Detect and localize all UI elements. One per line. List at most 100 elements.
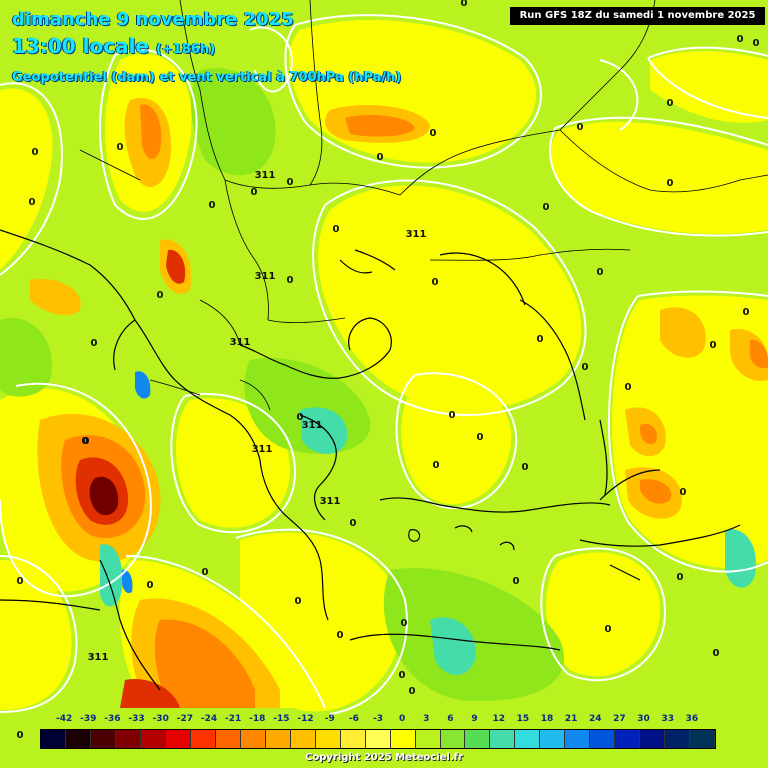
legend-color-box — [340, 730, 366, 748]
legend-color-box — [90, 730, 116, 748]
copyright-text: Copyright 2025 Meteociel.fr — [305, 752, 463, 763]
forecast-offset: (+186h) — [155, 42, 216, 57]
wind-value-label: 0 — [677, 572, 684, 583]
legend-color-box — [315, 730, 341, 748]
legend-tick-label: -12 — [297, 714, 314, 724]
legend-color-box — [265, 730, 291, 748]
map-time: 13:00 locale (+186h) — [12, 34, 215, 58]
legend-tick-label: -27 — [176, 714, 193, 724]
legend-tick-label: -39 — [80, 714, 97, 724]
wind-value-label: 0 — [667, 98, 674, 109]
wind-value-label: 0 — [605, 624, 612, 635]
legend-color-box — [690, 730, 716, 748]
geopotential-value-label: 311 — [88, 652, 109, 663]
wind-value-label: 0 — [17, 730, 24, 741]
legend-tick-label: -33 — [128, 714, 145, 724]
wind-value-label: 0 — [17, 576, 24, 587]
legend-tick-label: -21 — [225, 714, 242, 724]
legend-tick-label: 12 — [492, 714, 505, 724]
wind-value-label: 0 — [433, 460, 440, 471]
legend-color-box — [540, 730, 566, 748]
wind-value-label: 0 — [737, 34, 744, 45]
geopotential-value-label: 311 — [252, 444, 273, 455]
legend-color-box — [290, 730, 316, 748]
wind-value-label: 0 — [713, 648, 720, 659]
map-date: dimanche 9 novembre 2025 — [12, 9, 294, 30]
vertical-wind-green-areas — [0, 68, 756, 701]
wind-value-label: 0 — [522, 462, 529, 473]
wind-value-label: 0 — [449, 410, 456, 421]
wind-value-label: 0 — [625, 382, 632, 393]
legend-tick-label: 36 — [685, 714, 699, 724]
wind-value-label: 0 — [753, 38, 760, 49]
wind-value-label: 0 — [333, 224, 340, 235]
legend-tick-label: 33 — [661, 714, 674, 724]
legend-color-box — [190, 730, 216, 748]
wind-value-label: 0 — [582, 362, 589, 373]
wind-value-label: 0 — [597, 267, 604, 278]
legend-color-box — [41, 730, 66, 748]
run-info-badge: Run GFS 18Z du samedi 1 novembre 2025 — [510, 7, 765, 25]
wind-value-label: 0 — [29, 197, 36, 208]
legend-color-box — [515, 730, 541, 748]
wind-value-label: 0 — [82, 436, 89, 447]
wind-value-label: 0 — [577, 122, 584, 133]
legend-color-box — [390, 730, 416, 748]
legend-color-box — [640, 730, 666, 748]
wind-value-label: 0 — [409, 686, 416, 697]
wind-value-label: 0 — [202, 567, 209, 578]
legend-tick-label: -42 — [56, 714, 73, 724]
legend-tick-label: 24 — [589, 714, 602, 724]
legend-tick-label: 3 — [423, 714, 430, 724]
wind-value-label: 0 — [83, 436, 90, 447]
wind-value-label: 0 — [377, 152, 384, 163]
wind-value-label: 0 — [117, 142, 124, 153]
legend-tick-labels: -42 -39 -36 -33 -30 -27 -24 -21 -18 -15 -12 -9 -6 -3 0… — [40, 714, 716, 728]
geopotential-value-label: 311 — [320, 496, 341, 507]
legend-color-box — [465, 730, 491, 748]
wind-value-label: 0 — [513, 576, 520, 587]
legend-color-box — [665, 730, 691, 748]
wind-value-label: 0 — [337, 630, 344, 641]
wind-value-label: 0 — [287, 275, 294, 286]
borders — [79, 0, 768, 411]
wind-value-label: 0 — [710, 340, 717, 351]
legend-color-box — [565, 730, 591, 748]
legend-color-box — [415, 730, 441, 748]
legend-color-box — [365, 730, 391, 748]
legend-color-box — [115, 730, 141, 748]
wind-value-label: 0 — [401, 618, 408, 629]
wind-value-label: 0 — [295, 596, 302, 607]
legend-tick-label: -30 — [152, 714, 169, 724]
wind-value-label: 0 — [430, 128, 437, 139]
legend-tick-label: 0 — [399, 714, 406, 724]
map-time-value: 13:00 locale — [12, 34, 149, 58]
legend-tick-label: -6 — [348, 714, 359, 724]
legend-tick-label: 21 — [564, 714, 578, 724]
legend-tick-label: 15 — [516, 714, 530, 724]
legend-tick-label: 9 — [471, 714, 478, 724]
geopotential-value-label: 311 — [406, 229, 427, 240]
wind-value-label: 0 — [680, 487, 687, 498]
legend-color-box — [140, 730, 166, 748]
wind-value-label: 0 — [147, 580, 154, 591]
wind-value-label: 0 — [209, 200, 216, 211]
legend-tick-label: 18 — [540, 714, 554, 724]
geopotential-contours — [0, 14, 768, 715]
geopotential-value-label: 311 — [255, 271, 276, 282]
map-parameter: Geopotentiel (dam) et vent vertical à 70… — [12, 70, 402, 85]
wind-value-label: 0 — [399, 670, 406, 681]
color-scale-legend — [40, 729, 716, 749]
wind-value-label: 0 — [157, 290, 164, 301]
wind-value-label: 0 — [543, 202, 550, 213]
legend-tick-label: 6 — [447, 714, 454, 724]
legend-tick-label: -15 — [273, 714, 290, 724]
wind-value-label: 0 — [91, 338, 98, 349]
wind-value-label: 0 — [461, 0, 468, 9]
wind-value-label: 0 — [32, 147, 39, 158]
wind-value-label: 0 — [297, 412, 304, 423]
wind-value-label: 0 — [667, 178, 674, 189]
wind-value-label: 0 — [432, 277, 439, 288]
legend-color-box — [240, 730, 266, 748]
